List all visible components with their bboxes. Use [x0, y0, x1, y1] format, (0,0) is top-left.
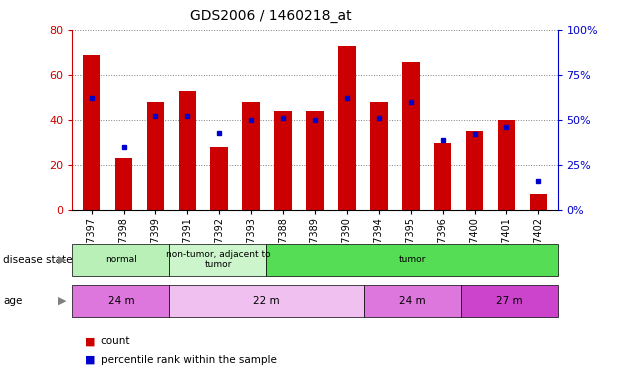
Bar — [274, 111, 292, 210]
Bar — [498, 120, 515, 210]
Text: count: count — [101, 336, 130, 346]
Bar — [402, 62, 420, 210]
Text: ■: ■ — [85, 336, 96, 346]
Bar — [370, 102, 387, 210]
Bar — [169, 285, 364, 317]
Text: non-tumor, adjacent to
tumor: non-tumor, adjacent to tumor — [166, 250, 270, 269]
Bar — [306, 111, 324, 210]
Bar — [83, 55, 100, 210]
Text: age: age — [3, 296, 23, 306]
Bar — [434, 142, 452, 210]
Text: GDS2006 / 1460218_at: GDS2006 / 1460218_at — [190, 9, 352, 23]
Bar — [115, 158, 132, 210]
Bar — [178, 91, 196, 210]
Text: 24 m: 24 m — [108, 296, 134, 306]
Bar — [169, 244, 266, 276]
Text: percentile rank within the sample: percentile rank within the sample — [101, 355, 277, 365]
Bar — [243, 102, 260, 210]
Text: tumor: tumor — [398, 255, 426, 264]
Text: disease state: disease state — [3, 255, 72, 265]
Text: 24 m: 24 m — [399, 296, 425, 306]
Text: 27 m: 27 m — [496, 296, 522, 306]
Bar — [72, 285, 169, 317]
Bar — [147, 102, 164, 210]
Bar — [466, 131, 483, 210]
Text: normal: normal — [105, 255, 137, 264]
Text: ▶: ▶ — [57, 296, 66, 306]
Bar — [338, 46, 356, 210]
Bar — [364, 285, 461, 317]
Bar — [461, 285, 558, 317]
Bar — [72, 244, 169, 276]
Text: ■: ■ — [85, 355, 96, 365]
Text: 22 m: 22 m — [253, 296, 280, 306]
Bar — [266, 244, 558, 276]
Bar — [210, 147, 228, 210]
Bar — [530, 194, 547, 210]
Text: ▶: ▶ — [57, 255, 66, 265]
